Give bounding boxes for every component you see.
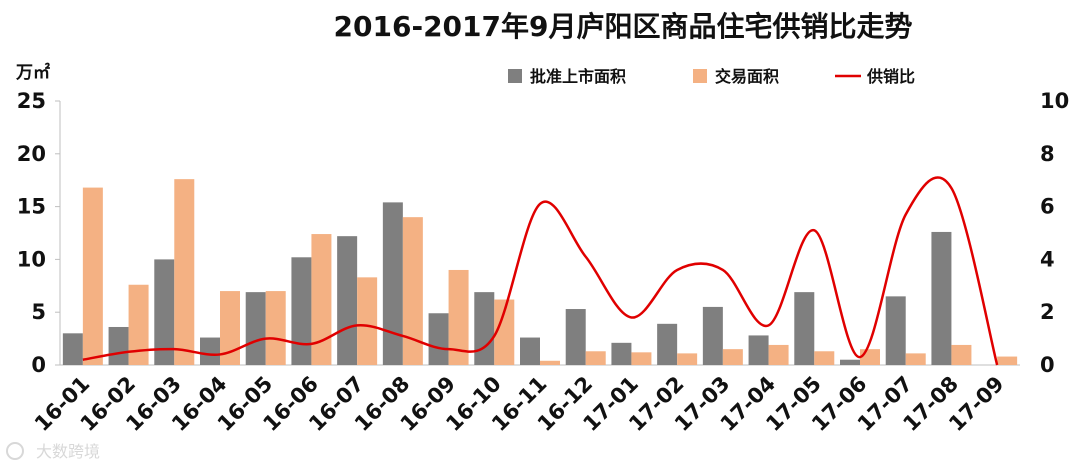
approved-area-bar <box>748 335 769 365</box>
y-left-unit-label: 万㎡ <box>15 62 50 83</box>
transaction-area-bar <box>494 299 515 365</box>
approved-area-bar <box>245 292 266 365</box>
y-left-tick-label: 5 <box>31 300 46 324</box>
transaction-area-bar <box>860 349 880 365</box>
approved-area-bar <box>428 313 449 365</box>
x-tick-labels: 16-0116-0216-0316-0416-0516-0616-0716-08… <box>30 372 1009 436</box>
y-right-tick-label: 8 <box>1040 142 1055 166</box>
transaction-area-bar <box>540 360 560 365</box>
transaction-area-bar <box>997 356 1018 365</box>
approved-area-bar <box>474 292 495 365</box>
approved-area-bar <box>885 296 906 365</box>
transaction-area-bar <box>768 344 789 365</box>
transaction-area-bar <box>357 277 378 365</box>
legend-transaction-area-swatch <box>693 69 707 83</box>
y-left-tick-label: 0 <box>31 353 46 377</box>
axes: 0 5 10 15 20 25 0 2 4 6 8 10 <box>17 89 1069 377</box>
watermark-logo-icon <box>6 442 24 460</box>
approved-area-bar <box>794 292 815 365</box>
transaction-area-bar <box>951 344 972 365</box>
y-left-tick-label: 10 <box>17 247 46 271</box>
approved-area-bar <box>520 337 540 365</box>
y-right-tick-label: 10 <box>1040 89 1069 113</box>
transaction-area-bar <box>814 351 835 365</box>
transaction-area-bar <box>585 351 606 365</box>
legend-supply-sales-ratio-label: 供销比 <box>866 67 915 86</box>
transaction-area-bar <box>905 353 926 365</box>
watermark: 大数跨境 <box>6 442 100 461</box>
y-right-tick-label: 0 <box>1040 353 1055 377</box>
approved-area-bar <box>62 333 83 365</box>
transaction-area-bar <box>265 291 286 365</box>
y-left-tick-label: 15 <box>17 195 46 219</box>
legend: 批准上市面积 交易面积 供销比 <box>508 67 915 86</box>
transaction-area-bar <box>722 349 743 365</box>
approved-area-bar <box>611 342 632 365</box>
bars <box>62 179 1018 365</box>
approved-area-bar <box>931 231 952 365</box>
y-left-tick-label: 25 <box>17 89 46 113</box>
legend-approved-area-label: 批准上市面积 <box>530 67 626 86</box>
watermark-text: 大数跨境 <box>36 442 100 461</box>
approved-area-bar <box>200 337 220 365</box>
approved-area-bar <box>154 259 175 365</box>
approved-area-bar <box>565 309 586 365</box>
transaction-area-bar <box>82 187 103 365</box>
y-right-tick-label: 2 <box>1040 300 1055 324</box>
transaction-area-bar <box>128 284 149 365</box>
supply-sales-ratio-line <box>82 176 999 366</box>
transaction-area-bar <box>448 269 469 365</box>
transaction-area-bar <box>677 353 698 365</box>
approved-area-bar <box>840 359 860 365</box>
transaction-area-bar <box>174 179 195 365</box>
transaction-area-bar <box>220 291 240 365</box>
approved-area-bar <box>382 202 403 365</box>
ratio-line <box>82 176 999 366</box>
transaction-area-bar <box>311 234 332 365</box>
y-right-tick-label: 6 <box>1040 195 1055 219</box>
transaction-area-bar <box>402 217 423 365</box>
chart-title: 2016-2017年9月庐阳区商品住宅供销比走势 <box>334 10 913 43</box>
approved-area-bar <box>337 236 358 365</box>
transaction-area-bar <box>631 352 652 365</box>
legend-approved-area-swatch <box>508 69 522 83</box>
y-left-tick-label: 20 <box>17 142 46 166</box>
legend-transaction-area-label: 交易面积 <box>715 67 779 86</box>
approved-area-bar <box>702 306 723 365</box>
approved-area-bar <box>108 326 129 365</box>
y-right-tick-label: 4 <box>1040 247 1055 271</box>
approved-area-bar <box>657 323 678 365</box>
approved-area-bar <box>291 257 312 365</box>
